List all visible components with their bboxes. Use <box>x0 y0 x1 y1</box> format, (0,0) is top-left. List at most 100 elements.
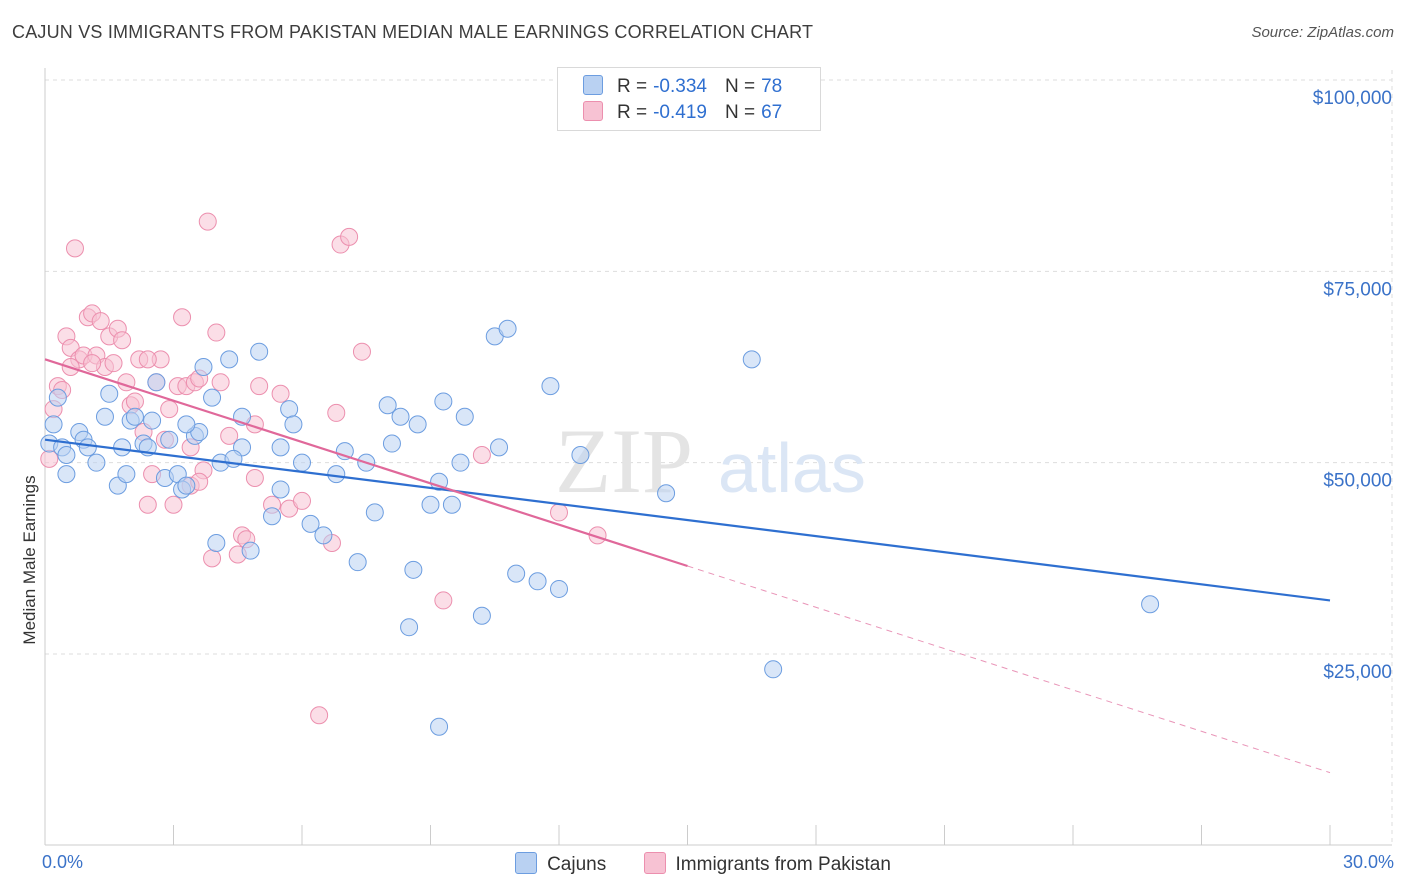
data-point-cajuns <box>541 377 560 396</box>
legend-n-label: N = <box>724 76 756 97</box>
data-point-cajuns <box>280 400 299 419</box>
data-point-cajuns <box>400 618 419 637</box>
data-point-cajuns <box>293 453 311 472</box>
data-point-cajuns <box>348 553 367 572</box>
data-point-pakistan <box>434 591 453 610</box>
data-point-cajuns <box>764 660 783 679</box>
data-point-pakistan <box>327 403 346 422</box>
legend-r-value: -0.419 <box>653 102 707 123</box>
data-point-cajuns <box>498 319 517 338</box>
watermark-atlas: atlas <box>718 429 866 507</box>
data-point-cajuns <box>113 438 132 457</box>
data-point-cajuns <box>442 495 461 514</box>
legend-label-cajuns: Cajuns <box>547 854 607 875</box>
data-point-cajuns <box>95 407 114 426</box>
data-point-pakistan <box>164 495 183 514</box>
data-point-cajuns <box>177 476 196 495</box>
data-point-cajuns <box>657 484 676 503</box>
data-point-pakistan <box>203 549 222 568</box>
legend-n-label: N = <box>724 102 756 123</box>
data-point-pakistan <box>65 239 84 258</box>
data-point-pakistan <box>310 706 329 725</box>
data-point-cajuns <box>451 453 470 472</box>
data-point-pakistan <box>271 384 290 403</box>
watermark: ZIP atlas <box>555 410 866 512</box>
series-cajuns-points <box>40 319 1160 736</box>
data-point-cajuns <box>455 407 474 426</box>
stats-legend: R = -0.334 N = 78 R = -0.419 N = 67 <box>557 67 821 131</box>
data-point-cajuns <box>472 606 491 625</box>
legend-label-pakistan: Immigrants from Pakistan <box>675 854 891 875</box>
data-point-cajuns <box>430 472 449 491</box>
x-axis-min-label: 0.0% <box>42 852 84 872</box>
data-point-pakistan <box>91 312 110 331</box>
legend-row-cajuns: R = -0.334 N = 78 <box>583 75 782 99</box>
data-point-cajuns <box>528 572 547 591</box>
data-point-pakistan <box>220 426 239 445</box>
trend-lines <box>44 358 1331 774</box>
data-point-pakistan <box>113 331 132 350</box>
data-point-cajuns <box>421 495 440 514</box>
trend-line-pakistan-extension <box>687 565 1331 774</box>
trend-line-cajuns <box>44 438 1331 602</box>
series-legend: Cajuns Immigrants from Pakistan <box>0 852 1406 876</box>
data-point-cajuns <box>125 407 144 426</box>
x-axis-max-label: 30.0% <box>1342 852 1394 872</box>
trend-line-pakistan <box>44 358 688 568</box>
data-point-cajuns <box>250 342 269 361</box>
legend-swatch-cajuns <box>583 75 603 95</box>
y-tick-label: $50,000 <box>1323 471 1392 492</box>
data-point-cajuns <box>143 411 162 430</box>
data-point-cajuns <box>365 503 384 522</box>
data-point-pakistan <box>340 227 359 246</box>
data-point-pakistan <box>125 392 144 411</box>
series-pakistan-points <box>40 212 607 725</box>
data-point-pakistan <box>207 323 226 342</box>
legend-r-value: -0.334 <box>653 76 707 97</box>
y-tick-label: $100,000 <box>1313 88 1392 109</box>
data-point-cajuns <box>271 438 290 457</box>
data-point-cajuns <box>327 465 346 484</box>
legend-row-pakistan: R = -0.419 N = 67 <box>583 101 782 125</box>
data-point-cajuns <box>742 350 761 369</box>
data-point-cajuns <box>430 717 449 736</box>
data-point-cajuns <box>314 526 333 545</box>
legend-r-label: R = <box>617 102 648 123</box>
data-point-pakistan <box>550 503 568 522</box>
data-point-pakistan <box>104 354 123 373</box>
data-point-pakistan <box>173 308 192 327</box>
data-point-cajuns <box>550 579 568 598</box>
data-point-pakistan <box>250 377 269 396</box>
legend-swatch-pakistan <box>643 852 666 874</box>
data-point-cajuns <box>391 407 410 426</box>
data-point-cajuns <box>434 392 453 411</box>
data-point-cajuns <box>284 415 303 434</box>
data-point-cajuns <box>408 415 427 434</box>
legend-r-label: R = <box>617 76 648 97</box>
data-point-cajuns <box>571 446 590 465</box>
data-point-cajuns <box>490 438 509 457</box>
data-point-pakistan <box>138 495 157 514</box>
data-point-pakistan <box>352 342 371 361</box>
data-point-pakistan <box>138 350 157 369</box>
data-point-cajuns <box>100 384 119 403</box>
data-point-cajuns <box>220 350 239 369</box>
data-point-pakistan <box>211 373 230 392</box>
data-point-cajuns <box>177 415 196 434</box>
data-point-pakistan <box>198 212 217 231</box>
data-point-pakistan <box>293 491 311 510</box>
data-point-cajuns <box>1141 595 1160 614</box>
data-point-cajuns <box>78 438 97 457</box>
legend-n-value: 67 <box>761 102 783 123</box>
data-point-pakistan <box>245 468 264 487</box>
data-point-cajuns <box>147 373 166 392</box>
y-tick-label: $25,000 <box>1323 662 1392 683</box>
data-point-cajuns <box>263 507 282 526</box>
data-point-cajuns <box>404 560 423 579</box>
data-point-cajuns <box>48 388 67 407</box>
data-point-pakistan <box>160 400 179 419</box>
data-point-cajuns <box>382 434 401 453</box>
legend-n-value: 78 <box>761 76 783 97</box>
y-tick-labels: $25,000 $50,000 $75,000 $100,000 <box>1313 88 1392 683</box>
